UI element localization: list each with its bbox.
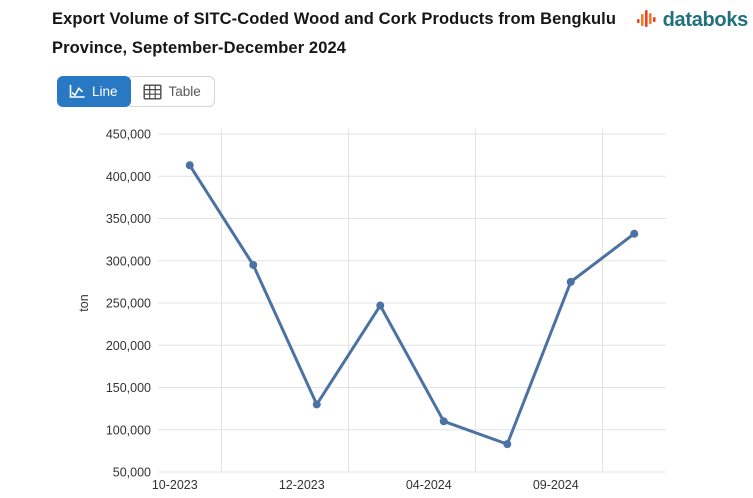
data-point[interactable] (312, 400, 321, 409)
page-title: Export Volume of SITC-Coded Wood and Cor… (52, 10, 617, 57)
databoks-wordmark: databoks (662, 8, 749, 31)
view-toggle: Line Table (57, 76, 215, 107)
y-tick-label: 400,000 (106, 170, 151, 184)
y-tick-label: 100,000 (106, 423, 151, 437)
x-tick-label: 04-2024 (406, 478, 452, 492)
data-point[interactable] (566, 277, 575, 286)
x-tick-label: 09-2024 (533, 478, 579, 492)
y-tick-label: 150,000 (106, 381, 151, 395)
y-tick-label: 50,000 (113, 466, 151, 480)
databoks-bars-icon (636, 7, 660, 33)
x-tick-label: 12-2023 (279, 478, 325, 492)
table-icon (143, 84, 162, 100)
series-line (188, 163, 636, 446)
chart-area: 450,000 400,000 350,000 300,000 250,000 200,0… (0, 120, 753, 498)
data-point[interactable] (376, 301, 385, 310)
y-axis-title: ton (77, 294, 91, 311)
y-tick-label: 200,000 (106, 339, 151, 353)
y-tick-label: 450,000 (106, 128, 151, 142)
data-point[interactable] (249, 260, 258, 269)
databoks-logo[interactable]: databoks (636, 7, 748, 33)
data-point[interactable] (185, 161, 194, 170)
table-view-label: Table (168, 84, 201, 99)
line-view-button[interactable]: Line (57, 76, 131, 107)
line-chart-icon (68, 84, 85, 99)
y-tick-label: 300,000 (106, 254, 151, 268)
data-point[interactable] (439, 417, 448, 426)
table-view-button[interactable]: Table (125, 76, 215, 107)
data-point[interactable] (630, 229, 639, 238)
y-tick-label: 250,000 (106, 297, 151, 311)
line-view-label: Line (92, 84, 118, 99)
data-point[interactable] (503, 440, 512, 449)
export-volume-line-chart: 450,000 400,000 350,000 300,000 250,000 200,0… (77, 128, 666, 492)
x-tick-label: 10-2023 (152, 478, 198, 492)
y-tick-label: 350,000 (106, 212, 151, 226)
